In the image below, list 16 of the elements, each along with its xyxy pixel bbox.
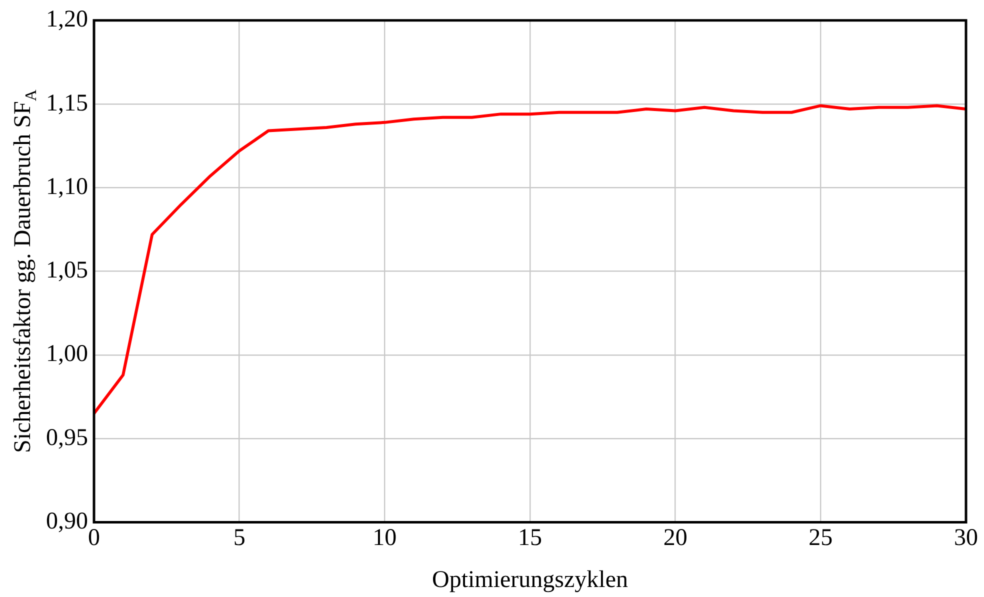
y-axis-title: Sicherheitsfaktor gg. Dauerbruch SFA bbox=[10, 89, 40, 454]
y-tick-label: 0,90 bbox=[46, 508, 88, 534]
x-tick-label: 15 bbox=[518, 524, 542, 551]
x-tick-label: 5 bbox=[233, 524, 246, 551]
y-tick-label: 1,15 bbox=[46, 90, 88, 116]
x-tick-label: 30 bbox=[954, 524, 978, 551]
y-tick-label: 1,00 bbox=[46, 341, 88, 368]
y-tick-label: 0,95 bbox=[46, 424, 88, 451]
x-axis-title: Optimierungszyklen bbox=[432, 567, 628, 593]
x-tick-label: 25 bbox=[808, 524, 833, 551]
y-tick-label: 1,10 bbox=[46, 174, 88, 200]
x-tick-label: 0 bbox=[88, 524, 100, 551]
x-tick-label: 10 bbox=[372, 524, 397, 551]
y-tick-label: 1,20 bbox=[46, 6, 88, 33]
x-tick-label: 20 bbox=[663, 524, 688, 551]
y-tick-label: 1,05 bbox=[46, 258, 88, 284]
